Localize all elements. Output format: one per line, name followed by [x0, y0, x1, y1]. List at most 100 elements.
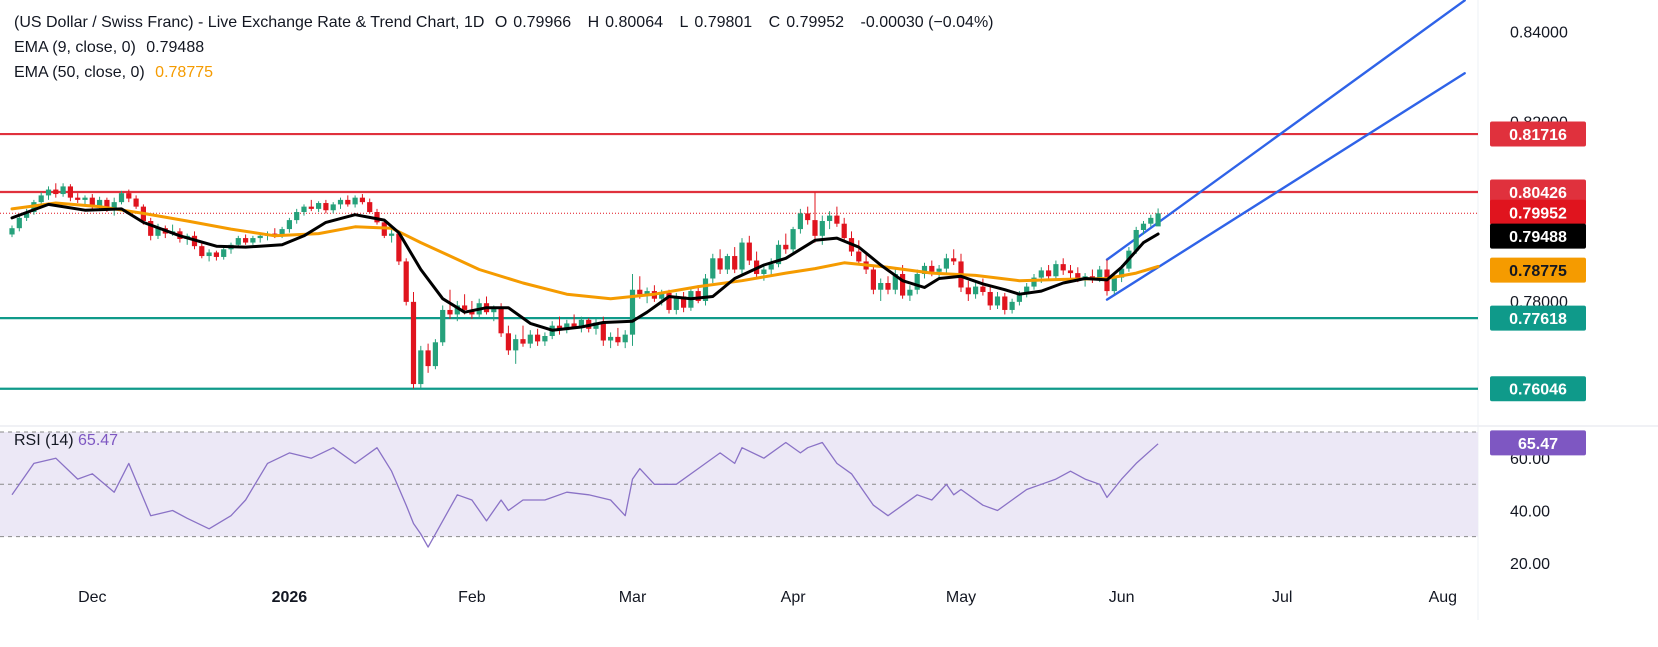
- candle-body: [250, 238, 256, 243]
- last-price-label-bg: [1490, 199, 1586, 225]
- candle: [608, 332, 614, 349]
- candle: [403, 258, 409, 306]
- candle-body: [462, 305, 468, 310]
- rsi-pane[interactable]: [0, 431, 1478, 538]
- ema9-legend[interactable]: EMA (9, close, 0) 0.79488: [14, 38, 210, 58]
- candle: [1031, 274, 1037, 290]
- candle: [827, 211, 833, 230]
- candle: [111, 197, 117, 216]
- ema50-legend[interactable]: EMA (50, close, 0) 0.78775: [14, 63, 219, 83]
- candle: [732, 247, 738, 274]
- candle-body: [1097, 269, 1103, 280]
- candle: [739, 238, 745, 275]
- candle-body: [965, 287, 971, 295]
- candle: [578, 316, 584, 333]
- ema9-price-label-text: 0.79488: [1509, 229, 1567, 246]
- rsi-value-label-text: 65.47: [1518, 436, 1558, 453]
- candle-body: [681, 296, 687, 308]
- candle: [483, 296, 490, 315]
- candle: [389, 229, 395, 243]
- candle-body: [75, 197, 81, 200]
- candle-body: [279, 229, 285, 236]
- candle-body: [199, 246, 205, 257]
- time-tick-label: May: [946, 589, 976, 606]
- rsi-line: [11, 441, 1159, 548]
- ema50-price-label-bg: [1490, 257, 1586, 283]
- candle: [148, 217, 154, 241]
- candle: [454, 300, 460, 322]
- candle: [221, 247, 227, 260]
- candle-body: [148, 221, 154, 236]
- candle: [396, 231, 402, 266]
- candle-body: [885, 282, 891, 290]
- candle-body: [520, 339, 526, 344]
- last-price-label: 0.79952: [1490, 199, 1586, 225]
- candle-body: [819, 221, 825, 236]
- candle-body: [951, 258, 957, 262]
- candle: [316, 201, 322, 213]
- ohlc-open: O 0.79966: [494, 14, 572, 31]
- candle-body: [987, 291, 993, 306]
- candle-body: [345, 199, 351, 205]
- candle-body: [9, 228, 15, 235]
- candle-body: [783, 244, 789, 250]
- candle-body: [367, 202, 373, 213]
- candle-body: [637, 289, 643, 295]
- candle-body: [1140, 223, 1147, 230]
- candle: [374, 208, 380, 225]
- candle-body: [907, 289, 913, 296]
- candle-body: [374, 212, 380, 223]
- candle: [440, 305, 446, 346]
- candle: [330, 202, 336, 214]
- candle-body: [1053, 264, 1059, 277]
- candle-body: [1009, 301, 1015, 310]
- rsi-legend[interactable]: RSI (14) 65.47: [14, 432, 118, 450]
- candle-body: [133, 198, 139, 207]
- trend-channel[interactable]: [1105, 0, 1466, 301]
- candle: [206, 249, 212, 262]
- candle-body: [797, 213, 803, 230]
- candle: [980, 278, 986, 296]
- candle: [250, 235, 256, 245]
- candle-body: [943, 258, 949, 269]
- candle-body: [878, 282, 884, 290]
- candle-body: [980, 286, 986, 292]
- candle: [695, 285, 701, 304]
- candle-body: [1133, 229, 1139, 251]
- ema9-label: EMA (9, close, 0): [14, 39, 136, 56]
- ema9-price-label-bg: [1490, 223, 1586, 249]
- price-tick-label: 0.84000: [1510, 24, 1568, 41]
- candle-body: [337, 199, 344, 205]
- candle-body: [67, 186, 73, 198]
- candle-body: [97, 199, 103, 207]
- candle-body: [1031, 277, 1037, 287]
- candle-body: [1148, 217, 1154, 224]
- candle-body: [1060, 264, 1066, 271]
- candle-body: [308, 206, 314, 209]
- candle-body: [600, 322, 606, 341]
- candle-body: [542, 336, 548, 342]
- candle-body: [775, 244, 782, 265]
- rsi-tick-label: 60.00: [1510, 451, 1550, 468]
- candle: [1140, 221, 1147, 235]
- candle: [1009, 298, 1015, 314]
- ohlc-high: H 0.80064: [587, 14, 663, 31]
- candle: [133, 195, 139, 209]
- support-price-label: 0.77618: [1490, 305, 1586, 331]
- support-price-label-bg: [1490, 305, 1586, 331]
- ema50-label: EMA (50, close, 0): [14, 64, 145, 81]
- candle-body: [352, 197, 358, 205]
- candle-body: [403, 261, 409, 302]
- candle: [841, 217, 847, 241]
- candle: [1046, 265, 1052, 281]
- candle-body: [812, 220, 818, 236]
- time-tick-label: Feb: [458, 589, 486, 606]
- rsi-value: 65.47: [78, 432, 119, 449]
- rsi-tick-label: 40.00: [1510, 503, 1550, 520]
- candle: [629, 274, 636, 346]
- price-labels: 0.81716 0.80426 0.77618 0.76046 0.79952 0.794…: [1490, 121, 1586, 456]
- candle: [746, 235, 752, 266]
- ohlc-change: -0.00030 (−0.04%): [860, 14, 994, 31]
- channel-line-0: [1105, 0, 1466, 261]
- support-price-label-bg: [1490, 376, 1586, 402]
